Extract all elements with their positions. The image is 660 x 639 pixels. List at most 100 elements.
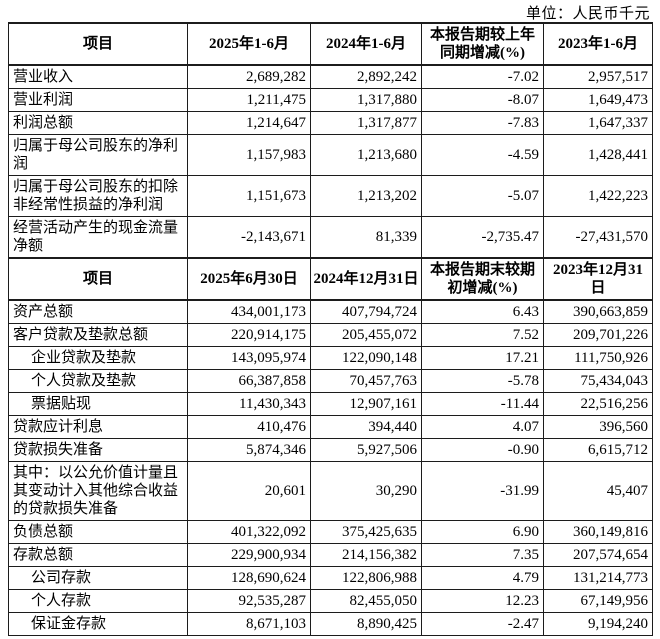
cell-value: 1,213,680 <box>310 134 422 176</box>
table-header-row: 项目 2025年6月30日 2024年12月31日 本报告期末较期初增减(%) 2023… <box>8 257 653 301</box>
table-row: 资产总额 434,001,173 407,794,724 6.43 390,663,85… <box>8 299 653 324</box>
cell-value: 220,914,175 <box>187 323 311 347</box>
cell-value: -2.47 <box>421 612 544 636</box>
cell-value: 375,425,635 <box>310 520 422 544</box>
cell-value: 407,794,724 <box>310 299 422 324</box>
cell-value: 45,407 <box>543 461 653 521</box>
row-label: 营业利润 <box>8 88 188 112</box>
table-row: 存款总额 229,900,934 214,156,382 7.35 207,574,65… <box>8 543 653 567</box>
table-row: 贷款损失准备 5,874,346 5,927,506 -0.90 6,615,712 <box>8 438 653 462</box>
row-label: 营业收入 <box>8 64 188 89</box>
cell-value: 67,149,956 <box>543 589 653 613</box>
cell-value: -0.90 <box>421 438 544 462</box>
row-label: 资产总额 <box>8 299 188 324</box>
cell-value: 1,317,877 <box>310 111 422 135</box>
column-header: 项目 <box>8 257 188 301</box>
table-row: 营业收入 2,689,282 2,892,242 -7.02 2,957,517 <box>8 64 653 89</box>
table-row: 利润总额 1,214,647 1,317,877 -7.83 1,647,337 <box>8 111 653 135</box>
row-label: 贷款应计利息 <box>8 415 188 439</box>
table-row: 归属于母公司股东的净利润 1,157,983 1,213,680 -4.59 1,428… <box>8 134 653 176</box>
cell-value: 17.21 <box>421 346 544 370</box>
cell-value: 1,214,647 <box>187 111 311 135</box>
table-row: 个人存款 92,535,287 82,455,050 12.23 67,149,956 <box>8 589 653 613</box>
cell-value: 229,900,934 <box>187 543 311 567</box>
cell-value: 122,806,988 <box>310 566 422 590</box>
cell-value: -2,735.47 <box>421 216 544 259</box>
cell-value: 5,874,346 <box>187 438 311 462</box>
cell-value: 66,387,858 <box>187 369 311 393</box>
cell-value: 81,339 <box>310 216 422 259</box>
cell-value: 75,434,043 <box>543 369 653 393</box>
row-label: 贷款损失准备 <box>8 438 188 462</box>
table-row: 营业利润 1,211,475 1,317,880 -8.07 1,649,473 <box>8 88 653 112</box>
row-label: 保证金存款 <box>8 612 188 636</box>
cell-value: 390,663,859 <box>543 299 653 324</box>
cell-value: -7.02 <box>421 64 544 89</box>
table-row: 负债总额 401,322,092 375,425,635 6.90 360,149,81… <box>8 520 653 544</box>
cell-value: 92,535,287 <box>187 589 311 613</box>
table-row: 个人贷款及垫款 66,387,858 70,457,763 -5.78 75,434,0… <box>8 369 653 393</box>
table-row: 企业贷款及垫款 143,095,974 122,090,148 17.21 111,75… <box>8 346 653 370</box>
cell-value: 30,290 <box>310 461 422 521</box>
cell-value: 6.90 <box>421 520 544 544</box>
cell-value: 209,701,226 <box>543 323 653 347</box>
cell-value: 143,095,974 <box>187 346 311 370</box>
cell-value: 5,927,506 <box>310 438 422 462</box>
unit-label: 单位：人民币千元 <box>525 6 650 22</box>
column-header: 2024年12月31日 <box>310 257 422 301</box>
row-label: 个人存款 <box>8 589 188 613</box>
cell-value: 11,430,343 <box>187 392 311 416</box>
table-row: 贷款应计利息 410,476 394,440 4.07 396,560 <box>8 415 653 439</box>
cell-value: 122,090,148 <box>310 346 422 370</box>
cell-value: -31.99 <box>421 461 544 521</box>
financial-table: 项目 2025年1-6月 2024年1-6月 本报告期较上年同期增减(%) 2023年1… <box>8 22 653 636</box>
row-label: 归属于母公司股东的扣除非经常性损益的净利润 <box>8 175 188 217</box>
row-label: 其中：以公允价值计量且其变动计入其他综合收益的贷款损失准备 <box>8 461 188 521</box>
cell-value: 20,601 <box>187 461 311 521</box>
column-header: 2025年6月30日 <box>187 257 311 301</box>
cell-value: 205,455,072 <box>310 323 422 347</box>
column-header: 2024年1-6月 <box>310 22 422 66</box>
column-header: 2023年1-6月 <box>543 22 653 66</box>
cell-value: 207,574,654 <box>543 543 653 567</box>
cell-value: 1,428,441 <box>543 134 653 176</box>
cell-value: 1,211,475 <box>187 88 311 112</box>
cell-value: 1,317,880 <box>310 88 422 112</box>
cell-value: 8,671,103 <box>187 612 311 636</box>
cell-value: 214,156,382 <box>310 543 422 567</box>
cell-value: 8,890,425 <box>310 612 422 636</box>
cell-value: 1,422,223 <box>543 175 653 217</box>
row-label: 归属于母公司股东的净利润 <box>8 134 188 176</box>
row-label: 利润总额 <box>8 111 188 135</box>
column-header: 本报告期末较期初增减(%) <box>421 257 544 301</box>
cell-value: -27,431,570 <box>543 216 653 259</box>
row-label: 企业贷款及垫款 <box>8 346 188 370</box>
cell-value: 7.52 <box>421 323 544 347</box>
cell-value: 2,689,282 <box>187 64 311 89</box>
row-label: 个人贷款及垫款 <box>8 369 188 393</box>
cell-value: 6.43 <box>421 299 544 324</box>
cell-value: -11.44 <box>421 392 544 416</box>
column-header: 项目 <box>8 22 188 66</box>
cell-value: 434,001,173 <box>187 299 311 324</box>
table-row: 客户贷款及垫款总额 220,914,175 205,455,072 7.52 209,7… <box>8 323 653 347</box>
table-row: 归属于母公司股东的扣除非经常性损益的净利润 1,151,673 1,213,202-… <box>8 175 653 217</box>
row-label: 经营活动产生的现金流量净额 <box>8 216 188 259</box>
cell-value: 9,194,240 <box>543 612 653 636</box>
cell-value: 111,750,926 <box>543 346 653 370</box>
cell-value: 360,149,816 <box>543 520 653 544</box>
table-header-row: 项目 2025年1-6月 2024年1-6月 本报告期较上年同期增减(%) 2023年1… <box>8 22 653 66</box>
cell-value: 12,907,161 <box>310 392 422 416</box>
cell-value: 70,457,763 <box>310 369 422 393</box>
cell-value: -7.83 <box>421 111 544 135</box>
table-row: 票据贴现 11,430,343 12,907,161 -11.44 22,516,256 <box>8 392 653 416</box>
cell-value: -5.78 <box>421 369 544 393</box>
cell-value: 22,516,256 <box>543 392 653 416</box>
cell-value: 7.35 <box>421 543 544 567</box>
cell-value: 6,615,712 <box>543 438 653 462</box>
column-header: 本报告期较上年同期增减(%) <box>421 22 544 66</box>
cell-value: -4.59 <box>421 134 544 176</box>
table-row: 经营活动产生的现金流量净额 -2,143,671 81,339 -2,735.47 -2… <box>8 216 653 259</box>
cell-value: 12.23 <box>421 589 544 613</box>
